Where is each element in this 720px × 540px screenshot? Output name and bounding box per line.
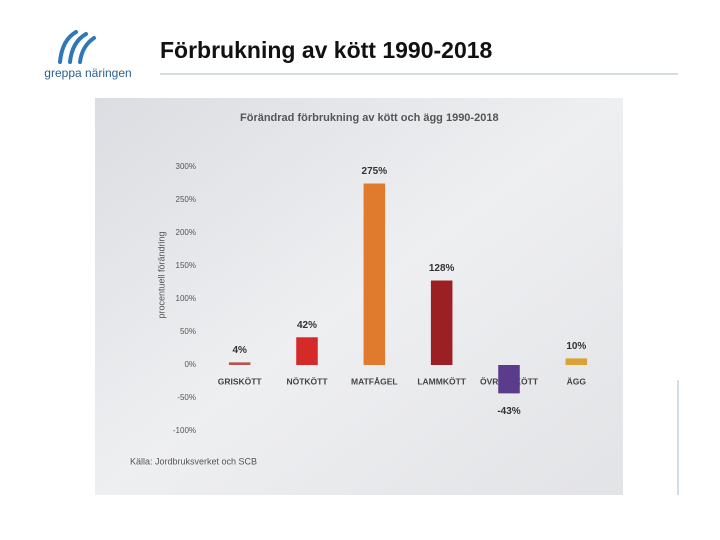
bar	[565, 358, 588, 365]
logo	[58, 30, 96, 64]
x-tick-label: GRISKÖTT	[218, 376, 263, 386]
y-tick-label: 50%	[180, 327, 196, 336]
y-tick-label: 200%	[176, 228, 196, 237]
slide-title: Förbrukning av kött 1990-2018	[160, 37, 493, 63]
value-label: 4%	[232, 345, 247, 356]
y-tick-label: 100%	[176, 294, 196, 303]
value-label: 275%	[362, 166, 388, 177]
value-label: 10%	[566, 341, 586, 352]
y-tick-label: 0%	[184, 360, 196, 369]
logo-text: greppa näringen	[44, 66, 131, 80]
bar	[228, 362, 251, 365]
y-tick-label: 300%	[176, 162, 196, 171]
bar	[363, 183, 386, 365]
y-tick-label: -50%	[177, 393, 196, 402]
value-label: 42%	[297, 320, 317, 331]
x-tick-label: NÖTKÖTT	[286, 376, 328, 386]
y-tick-label: -100%	[173, 426, 196, 435]
value-label: 128%	[429, 263, 455, 274]
x-tick-label: ÄGG	[567, 376, 587, 386]
chart-photo	[95, 98, 623, 495]
chart-title: Förändrad förbrukning av kött och ägg 19…	[240, 112, 499, 124]
y-tick-label: 250%	[176, 195, 196, 204]
bar	[296, 337, 318, 365]
y-axis-label: procentuell förändring	[156, 231, 166, 318]
bar	[498, 365, 520, 394]
source: Källa: Jordbruksverket och SCB	[130, 456, 257, 466]
y-tick-label: 150%	[176, 261, 196, 270]
value-label: -43%	[497, 406, 520, 417]
x-tick-label: LAMMKÖTT	[417, 376, 466, 386]
bar	[430, 280, 453, 365]
x-tick-label: MATFÅGEL	[351, 376, 398, 386]
